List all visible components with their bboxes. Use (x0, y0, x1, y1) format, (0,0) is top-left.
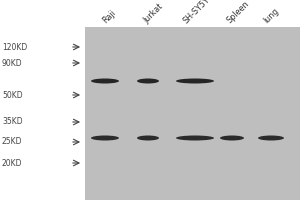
Ellipse shape (220, 136, 244, 140)
Text: SH-SY5Y: SH-SY5Y (182, 0, 212, 25)
Text: 20KD: 20KD (2, 158, 22, 168)
Ellipse shape (176, 78, 214, 84)
Ellipse shape (137, 78, 159, 84)
Bar (85, 27, 300, 200)
Text: 35KD: 35KD (2, 117, 22, 127)
Text: Jurkat: Jurkat (142, 2, 164, 25)
Ellipse shape (137, 136, 159, 140)
Ellipse shape (91, 136, 119, 140)
Text: 90KD: 90KD (2, 58, 22, 68)
Text: 25KD: 25KD (2, 138, 22, 146)
Text: lung: lung (262, 6, 280, 25)
Text: Spleen: Spleen (226, 0, 251, 25)
Text: 50KD: 50KD (2, 90, 22, 99)
Text: Raji: Raji (100, 8, 118, 25)
Text: 120KD: 120KD (2, 43, 27, 51)
Ellipse shape (258, 136, 284, 140)
Ellipse shape (176, 136, 214, 140)
Ellipse shape (91, 78, 119, 84)
